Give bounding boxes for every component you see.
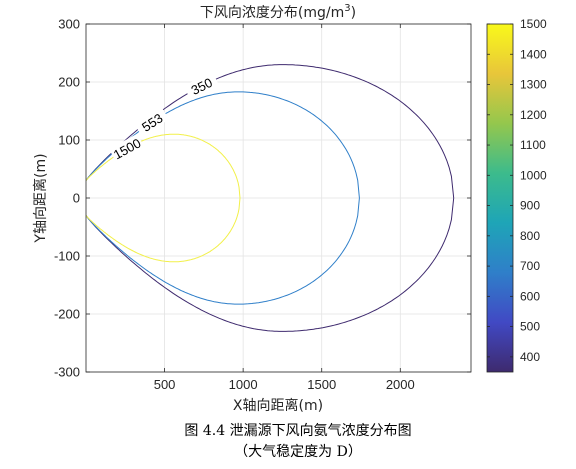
x-axis-label: X轴向距离(m) xyxy=(233,397,323,414)
contour-label-bg xyxy=(109,133,145,163)
axis-ticks: 500 1000 1500 2000 -300 -200 -100 0 100 200 300 xyxy=(54,17,471,392)
y-axis-label: Y轴向距离(m) xyxy=(32,153,49,243)
colorbar xyxy=(486,23,514,373)
colorbar-tick-label: 1000 xyxy=(520,168,547,182)
y-tick-label: 200 xyxy=(58,75,80,90)
colorbar-tick-label: 500 xyxy=(520,320,540,334)
colorbar-tick-label: 1500 xyxy=(520,17,547,31)
colorbar-tick-label: 1300 xyxy=(520,78,547,92)
figure-caption-subtitle: （大气稳定度为 D） xyxy=(234,444,362,460)
x-tick-label: 1500 xyxy=(307,377,336,392)
contour-label-bg xyxy=(134,106,170,137)
y-tick-label: -200 xyxy=(54,307,80,322)
y-tick-label: 0 xyxy=(73,191,80,206)
colorbar-ticks: 400 500 600 700 800 900 1000 1100 1200 1300 1400 15… xyxy=(487,17,547,364)
colorbar-tick-label: 1100 xyxy=(520,138,546,152)
y-tick-label: 300 xyxy=(58,17,80,32)
contour-line-553 xyxy=(86,91,360,305)
y-tick-label: -300 xyxy=(54,365,80,380)
figure-caption: 图 4.4 泄漏源下风向氨气浓度分布图 xyxy=(184,423,412,439)
colorbar-tick-label: 700 xyxy=(520,259,540,273)
colorbar-tick-label: 800 xyxy=(520,229,540,243)
y-tick-label: -100 xyxy=(54,249,80,264)
colorbar-tick-label: 600 xyxy=(520,289,540,303)
colorbar-tick-label: 400 xyxy=(520,350,540,364)
x-tick-label: 1000 xyxy=(229,377,258,392)
y-tick-label: 100 xyxy=(58,133,80,148)
colorbar-tick-label: 1200 xyxy=(520,108,547,122)
chart-title: 下风向浓度分布(mg/m3) xyxy=(200,3,356,21)
x-tick-label: 2000 xyxy=(386,377,415,392)
contour-label-bg xyxy=(183,71,219,100)
x-tick-label: 500 xyxy=(154,377,176,392)
colorbar-tick-label: 1400 xyxy=(520,47,547,61)
colorbar-tick-label: 900 xyxy=(520,199,540,213)
